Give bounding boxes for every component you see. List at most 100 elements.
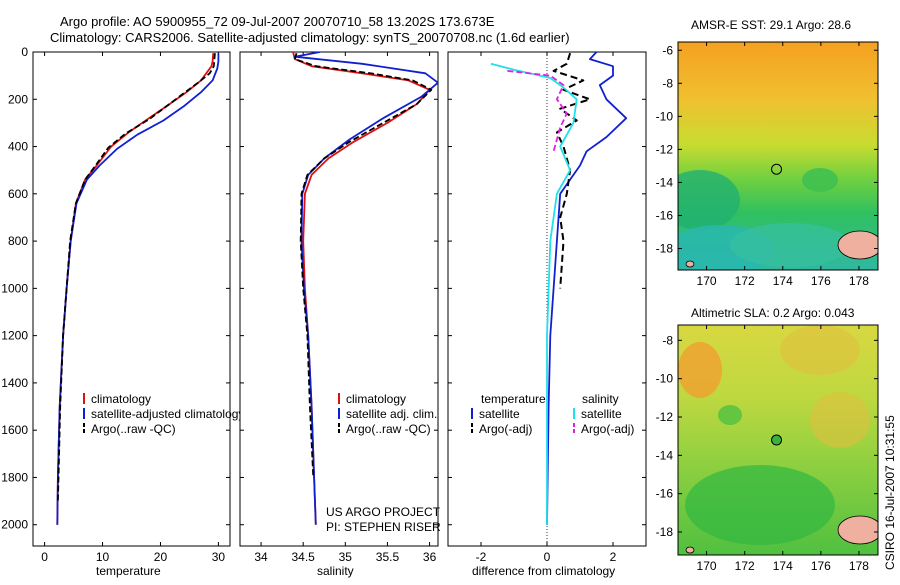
x-tick-label: 20 (154, 550, 168, 564)
sst-cool-patch (678, 170, 740, 230)
x-tick-label: 0 (41, 550, 48, 564)
legend-label-argo: Argo(..raw -QC) (91, 422, 176, 436)
temperature-legend: climatology satellite-adjusted climatolo… (83, 392, 244, 436)
map-y-tick-label: -16 (656, 487, 674, 501)
temperature-xlabel: temperature (96, 564, 161, 578)
sla-low-patch (685, 465, 835, 545)
argo-location-marker (771, 163, 783, 175)
map-x-tick-label: 170 (697, 559, 717, 573)
series-argo-raw-qc (293, 52, 433, 478)
credit-pi: PI: STEPHEN RISER (326, 520, 441, 534)
sla-high-patch (678, 342, 722, 398)
map-y-tick-label: -12 (656, 410, 674, 424)
map-x-tick-label: 174 (773, 559, 793, 573)
y-tick-label: 1800 (1, 470, 28, 484)
map-x-tick-label: 178 (849, 274, 869, 288)
x-tick-label: 36 (423, 550, 437, 564)
map-y-tick-label: -18 (656, 525, 674, 539)
series-salinity-satellite (490, 62, 578, 525)
map-x-tick-label: 172 (735, 274, 755, 288)
sst-map-frame (677, 41, 879, 271)
map-x-tick-label: 174 (773, 274, 793, 288)
island-fiji (837, 230, 878, 260)
series-temperature-argo-adj (552, 52, 591, 289)
sla-map-frame (677, 324, 879, 556)
credit-project: US ARGO PROJECT (326, 505, 441, 519)
series-temperature-satellite (546, 52, 628, 525)
sst-cool-patch (730, 223, 850, 267)
map-y-tick-label: -10 (656, 109, 674, 123)
legend-label-temp-argo: Argo(-adj) (479, 422, 532, 436)
series-argo-raw-qc (57, 53, 216, 502)
x-tick-label: 10 (96, 550, 110, 564)
sst-map-title: AMSR-E SST: 29.1 Argo: 28.6 (691, 18, 851, 32)
map-x-tick-label: 170 (697, 274, 717, 288)
header-subtitle: Climatology: CARS2006. Satellite-adjuste… (50, 30, 570, 45)
sst-map: AMSR-E SST: 29.1 Argo: 28.6 170 172 174 176… (656, 18, 879, 288)
temperature-panel-frame (32, 51, 231, 547)
x-tick-label: 0 (544, 550, 551, 564)
x-tick-label: -2 (476, 550, 487, 564)
legend-label-satellite: satellite-adjusted climatology (91, 407, 244, 421)
sla-map: Altimetric SLA: 0.2 Argo: 0.043 170 172 17… (656, 306, 879, 573)
legend-label-temp-satellite: satellite (479, 407, 520, 421)
sla-high-patch (780, 325, 860, 375)
y-tick-label: 1400 (1, 376, 28, 390)
sla-high-patch (810, 392, 870, 448)
x-tick-label: 34 (254, 550, 268, 564)
legend-label-sal-satellite: satellite (581, 407, 622, 421)
sst-cool-patch (802, 168, 838, 192)
x-tick-label: 34.5 (292, 550, 316, 564)
map-y-tick-label: -10 (656, 372, 674, 386)
map-y-tick-label: -6 (662, 43, 673, 57)
legend-label-argo: Argo(..raw -QC) (346, 422, 431, 436)
legend-heading-temperature: temperature (481, 392, 546, 406)
map-x-tick-label: 176 (811, 274, 831, 288)
island-small (685, 260, 695, 268)
y-tick-label: 2000 (1, 518, 28, 532)
x-tick-label: 35.5 (376, 550, 400, 564)
salinity-panel-frame (239, 51, 439, 547)
y-tick-label: 800 (8, 234, 28, 248)
y-tick-label: 1600 (1, 423, 28, 437)
sla-map-title: Altimetric SLA: 0.2 Argo: 0.043 (691, 306, 855, 320)
map-x-tick-label: 178 (849, 559, 869, 573)
legend-label-climatology: climatology (346, 392, 406, 406)
map-y-tick-label: -8 (662, 333, 673, 347)
y-tick-label: 1200 (1, 329, 28, 343)
map-y-tick-label: -14 (656, 175, 674, 189)
sla-low-patch (718, 405, 742, 425)
salinity-panel: 34 34.5 35 35.5 36 salinity climatology sate… (239, 51, 441, 578)
salinity-legend: climatology satellite adj. clim. Argo(..… (338, 392, 437, 436)
legend-heading-salinity: salinity (582, 392, 619, 406)
y-tick-label: 200 (8, 92, 28, 106)
map-y-tick-label: -18 (656, 242, 674, 256)
legend-label-satellite: satellite adj. clim. (346, 407, 437, 421)
difference-panel: -2 0 2 difference from climatology tempera… (447, 51, 647, 578)
header-title: Argo profile: AO 5900955_72 09-Jul-2007 … (60, 14, 495, 29)
map-y-tick-label: -12 (656, 142, 674, 156)
y-tick-label: 400 (8, 140, 28, 154)
map-y-tick-label: -14 (656, 448, 674, 462)
x-tick-label: 2 (610, 550, 617, 564)
timestamp-stamp: CSIRO 16-Jul-2007 10:31:55 (883, 415, 897, 570)
y-tick-label: 0 (21, 45, 28, 59)
temperature-panel: 0 200 400 600 800 1000 1200 1400 1600 1800 2000 0 1… (1, 45, 244, 578)
map-x-tick-label: 172 (735, 559, 755, 573)
island-small (685, 546, 695, 554)
legend-label-climatology: climatology (91, 392, 151, 406)
map-y-tick-label: -8 (662, 76, 673, 90)
map-x-tick-label: 176 (811, 559, 831, 573)
x-tick-label: 35 (339, 550, 353, 564)
argo-location-marker (771, 434, 783, 446)
y-tick-label: 1000 (1, 281, 28, 295)
legend-label-sal-argo: Argo(-adj) (581, 422, 634, 436)
map-y-tick-label: -16 (656, 208, 674, 222)
series-salinity-argo-adj (507, 70, 568, 152)
salinity-xlabel: salinity (317, 564, 354, 578)
y-tick-label: 600 (8, 187, 28, 201)
x-tick-label: 30 (212, 550, 226, 564)
difference-xlabel: difference from climatology (472, 564, 615, 578)
island-fiji (837, 515, 878, 545)
